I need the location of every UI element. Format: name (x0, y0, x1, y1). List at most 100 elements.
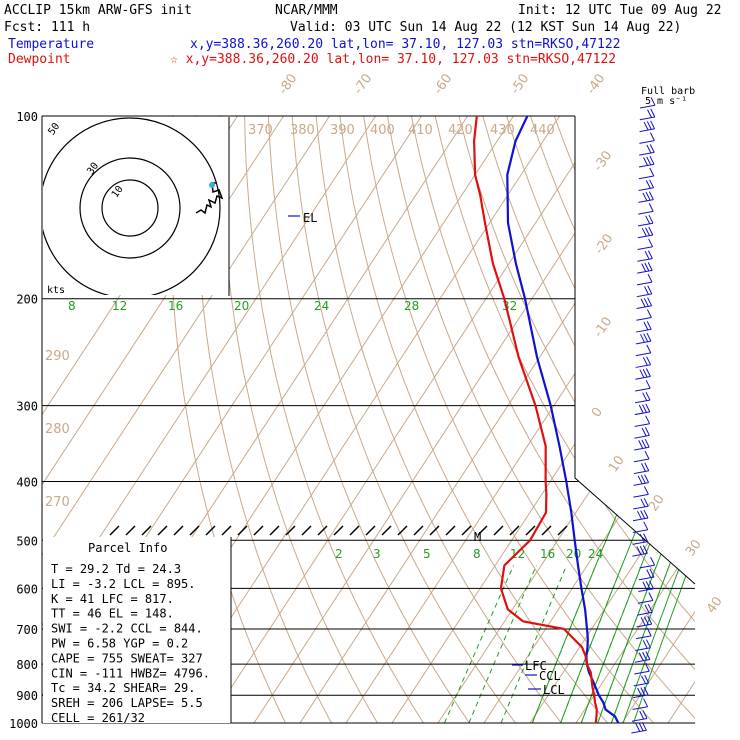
wind-barb-feather (645, 227, 650, 236)
wind-barb (631, 729, 647, 734)
wind-barb-feather (645, 415, 651, 424)
slash-mark (157, 525, 168, 536)
slash-mark (237, 525, 248, 536)
wind-barb-feather (645, 368, 651, 377)
wind-barb-feather (642, 357, 648, 366)
parcel-info-row: TT = 46 EL = 148. (51, 607, 174, 621)
wind-barb (632, 541, 648, 545)
wind-barb-feather (649, 155, 655, 165)
wind-barb-feather (646, 356, 652, 365)
wind-barb-feather (647, 297, 653, 306)
theta-label: 400 (370, 123, 395, 138)
mixing-ratio-line (500, 565, 568, 723)
slash-mark (509, 525, 520, 536)
wind-barb-feather (645, 403, 651, 413)
isotherm-line (659, 116, 695, 723)
wind-barb-feather (644, 427, 650, 436)
wind-barb-feather (649, 568, 655, 578)
center-label: NCAR/MMM (275, 3, 338, 18)
isotherm-label: 10 (606, 453, 628, 475)
wind-barb-feather (637, 510, 642, 520)
slash-mark (221, 525, 232, 536)
wind-barb-feather (643, 497, 649, 507)
wind-barb-feather (642, 640, 648, 649)
wind-barb-feather (642, 192, 648, 202)
wind-barb-feather (645, 215, 651, 225)
pressure-tick-labels: 100 200 300 400 500 600 700 800 900 1000 (9, 110, 38, 731)
dry-adiabat (291, 116, 526, 723)
wind-barb (637, 258, 653, 262)
wind-barb-feather (640, 298, 646, 308)
isotherm-line (521, 116, 695, 723)
wind-barb (634, 446, 650, 451)
parcel-info-title: Parcel Info (88, 541, 167, 555)
wind-barb (639, 151, 655, 156)
theta-label: 280 (45, 422, 70, 437)
wind-barb-feather (648, 214, 654, 224)
wind-barb-feather (647, 615, 653, 625)
wind-barb-feather (643, 298, 649, 307)
wind-barb-feather (646, 332, 652, 342)
wind-barb-feather (640, 474, 646, 484)
wind-barb (637, 234, 653, 239)
parcel-info-row: SREH = 206 LAPSE= 5.5 (51, 696, 203, 710)
wind-barb (634, 659, 650, 663)
plot-frame (41, 116, 696, 723)
dry-adiabat (458, 116, 695, 723)
wind-barb-feather (638, 652, 644, 661)
wind-barb-feather (642, 581, 648, 591)
wind-barb-feather (642, 710, 648, 719)
dry-adiabat (697, 116, 740, 736)
parcel-info-row: PW = 6.58 YGP = 0.2 (51, 637, 188, 651)
wind-barb-feather (643, 616, 649, 625)
isotherm-label: -40 (584, 71, 608, 97)
wind-barb-feather (640, 334, 645, 343)
dry-adiabat (220, 116, 386, 723)
wind-barb (636, 293, 652, 298)
isotherm-label: 30 (683, 537, 705, 559)
wind-barb-feather (639, 710, 645, 720)
wind-barb-feather (649, 132, 655, 141)
mixing-ratio-line (597, 565, 658, 723)
wind-barb (638, 199, 654, 203)
wind-barb-feather (638, 404, 644, 414)
wind-barb-feather (644, 462, 650, 472)
wind-barb-feather (642, 368, 648, 378)
wind-barb-feather (647, 109, 652, 118)
slash-mark (301, 525, 312, 536)
wind-barb (636, 623, 652, 628)
isotherm-line (383, 116, 695, 723)
pressure-tick-label: 1000 (9, 717, 38, 731)
wind-barb (637, 269, 653, 274)
temperature-location: x,y=388.36,260.20 lat,lon= 37.10, 127.03… (190, 37, 620, 52)
mixing-ratio-line (444, 565, 515, 723)
slash-mark (333, 525, 344, 536)
wind-barb (635, 352, 651, 357)
wind-barb-feather (643, 333, 649, 342)
isotherm-label: 0 (589, 405, 606, 420)
hodo-units: kts (47, 285, 65, 296)
wind-barb-feather (646, 321, 652, 330)
wind-barb-feather (643, 698, 649, 707)
dry-adiabat (387, 116, 695, 723)
wind-barb-feather (644, 450, 650, 460)
temperature-legend: Temperature (8, 37, 94, 52)
slash-mark (317, 525, 328, 536)
pressure-tick-label: 800 (16, 658, 38, 672)
isotherm-line (199, 116, 615, 723)
mixing-ratio-label: 16 (540, 547, 555, 561)
pressure-tick-label: 900 (16, 689, 38, 703)
wind-barb (637, 600, 653, 604)
mixing-ratio-line (468, 565, 537, 723)
slash-mark (541, 525, 552, 536)
mixing-ratio-line (610, 565, 670, 723)
wind-barb (636, 281, 653, 286)
wind-barbs (631, 97, 656, 734)
wind-barb-feather (648, 226, 654, 236)
parcel-info-row: K = 41 LFC = 817. (51, 592, 174, 606)
sounding-profiles (473, 115, 620, 724)
wind-barb (633, 682, 649, 687)
parcel-info-row: LI = -3.2 LCL = 895. (51, 577, 196, 591)
slash-mark (173, 525, 184, 536)
wind-barb-feather (641, 427, 647, 437)
